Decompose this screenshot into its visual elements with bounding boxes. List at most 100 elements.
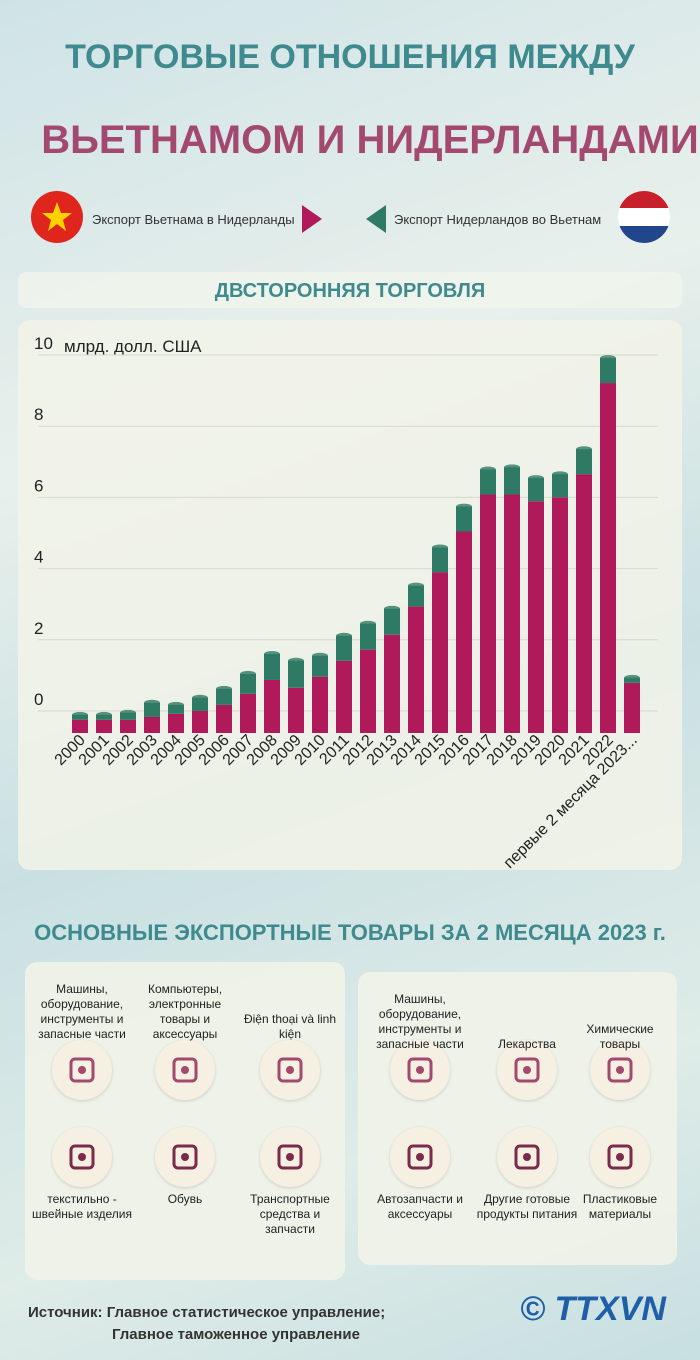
bar-segment bbox=[384, 608, 400, 635]
bar-cap bbox=[480, 466, 496, 473]
bar-cap bbox=[528, 475, 544, 482]
bar-segment bbox=[120, 712, 136, 720]
bar-segment bbox=[528, 501, 544, 733]
icon-glyph bbox=[277, 1057, 303, 1083]
bar-segment bbox=[480, 494, 496, 733]
product-icon bbox=[260, 1040, 320, 1100]
legend-marker bbox=[366, 205, 386, 233]
bar-segment bbox=[216, 704, 232, 733]
bar-cap bbox=[120, 709, 136, 716]
y-tick-label: 4 bbox=[34, 548, 43, 567]
bar-segment bbox=[192, 710, 208, 733]
source: Источник: Главное статистическое управле… bbox=[28, 1302, 385, 1346]
bar-segment bbox=[264, 679, 280, 733]
bar-segment bbox=[240, 693, 256, 733]
bar-segment bbox=[480, 469, 496, 495]
bar-cap bbox=[216, 685, 232, 692]
bar-cap bbox=[240, 670, 256, 677]
bar-segment bbox=[408, 585, 424, 607]
icon-glyph bbox=[172, 1057, 198, 1083]
icon-glyph bbox=[407, 1144, 433, 1170]
bar-segment bbox=[168, 704, 184, 714]
bar-cap bbox=[288, 657, 304, 664]
bar-cap bbox=[552, 471, 568, 478]
y-tick-label: 8 bbox=[34, 405, 43, 424]
bar-segment bbox=[552, 497, 568, 733]
bar-segment bbox=[432, 547, 448, 573]
bar-cap bbox=[360, 620, 376, 627]
logo-text: TTXVN bbox=[554, 1290, 666, 1328]
bar-segment bbox=[600, 358, 616, 384]
bar-segment bbox=[312, 655, 328, 677]
bar-segment bbox=[456, 506, 472, 532]
bar-cap bbox=[624, 674, 640, 681]
legend-label: Экспорт Вьетнама в Нидерланды bbox=[92, 212, 295, 227]
legend-marker bbox=[302, 205, 322, 233]
icon-glyph bbox=[407, 1057, 433, 1083]
y-axis-label: млрд. долл. США bbox=[64, 337, 202, 356]
product-icon bbox=[497, 1127, 557, 1187]
y-tick-label: 0 bbox=[34, 690, 43, 709]
flag-netherlands bbox=[618, 191, 670, 243]
bar-segment bbox=[288, 660, 304, 688]
bar-cap bbox=[408, 582, 424, 589]
product-icon bbox=[590, 1040, 650, 1100]
bar-segment bbox=[336, 635, 352, 661]
product-icon bbox=[497, 1040, 557, 1100]
icon-glyph bbox=[172, 1144, 198, 1170]
bar-segment bbox=[312, 676, 328, 733]
product-icon bbox=[155, 1127, 215, 1187]
icon-glyph bbox=[69, 1144, 95, 1170]
bar-segment bbox=[240, 673, 256, 694]
product-icon bbox=[155, 1040, 215, 1100]
bar-segment bbox=[144, 716, 160, 733]
icon-glyph bbox=[277, 1144, 303, 1170]
flag-vietnam bbox=[31, 191, 83, 243]
product-icon bbox=[390, 1127, 450, 1187]
products-card bbox=[358, 972, 677, 1265]
product-label: Машины, оборудование, инструменты и запа… bbox=[38, 982, 126, 1041]
bar-segment bbox=[144, 702, 160, 717]
bar-segment bbox=[360, 623, 376, 650]
icon-glyph bbox=[607, 1144, 633, 1170]
icon-glyph bbox=[514, 1144, 540, 1170]
bar-segment bbox=[120, 719, 136, 733]
section-title: ОСНОВНЫЕ ЭКСПОРТНЫЕ ТОВАРЫ ЗА 2 МЕСЯЦА 2… bbox=[34, 920, 666, 945]
bar-segment bbox=[600, 383, 616, 733]
y-tick-label: 10 bbox=[34, 334, 53, 353]
bar-cap bbox=[336, 632, 352, 639]
legend-label: Экспорт Нидерландов во Вьетнам bbox=[394, 212, 602, 227]
bar-segment bbox=[576, 474, 592, 733]
product-label: Обувь bbox=[167, 1192, 203, 1206]
bar-segment bbox=[192, 697, 208, 711]
product-label: Машины, оборудование, инструменты и запа… bbox=[376, 992, 464, 1051]
bar-segment bbox=[336, 660, 352, 733]
bar-cap bbox=[144, 699, 160, 706]
bar-cap bbox=[312, 652, 328, 659]
bar-cap bbox=[264, 650, 280, 657]
bar-cap bbox=[192, 694, 208, 701]
bar-cap bbox=[456, 503, 472, 510]
section-title: ДВСТОРОННЯЯ ТОРГОВЛЯ bbox=[18, 272, 682, 308]
title: ВЬЕТНАМОМ И НИДЕРЛАНДАМИ bbox=[41, 118, 699, 162]
bar-cap bbox=[432, 544, 448, 551]
product-icon bbox=[260, 1127, 320, 1187]
bar-segment bbox=[72, 719, 88, 733]
bar-segment bbox=[576, 449, 592, 475]
bar-segment bbox=[528, 478, 544, 502]
bar-segment bbox=[624, 682, 640, 733]
icon-glyph bbox=[69, 1057, 95, 1083]
bar-segment bbox=[456, 531, 472, 733]
product-icon bbox=[52, 1040, 112, 1100]
product-label: текстильно - швейные изделия bbox=[32, 1192, 132, 1221]
bar-segment bbox=[360, 649, 376, 733]
bar-segment bbox=[216, 688, 232, 705]
bar-segment bbox=[384, 634, 400, 733]
bar-cap bbox=[600, 355, 616, 362]
icon-glyph bbox=[514, 1057, 540, 1083]
product-label: Автозапчасти и аксессуары bbox=[377, 1192, 463, 1221]
bar-segment bbox=[432, 572, 448, 733]
y-tick-label: 6 bbox=[34, 476, 43, 495]
product-icon bbox=[590, 1127, 650, 1187]
bar-cap bbox=[504, 464, 520, 471]
